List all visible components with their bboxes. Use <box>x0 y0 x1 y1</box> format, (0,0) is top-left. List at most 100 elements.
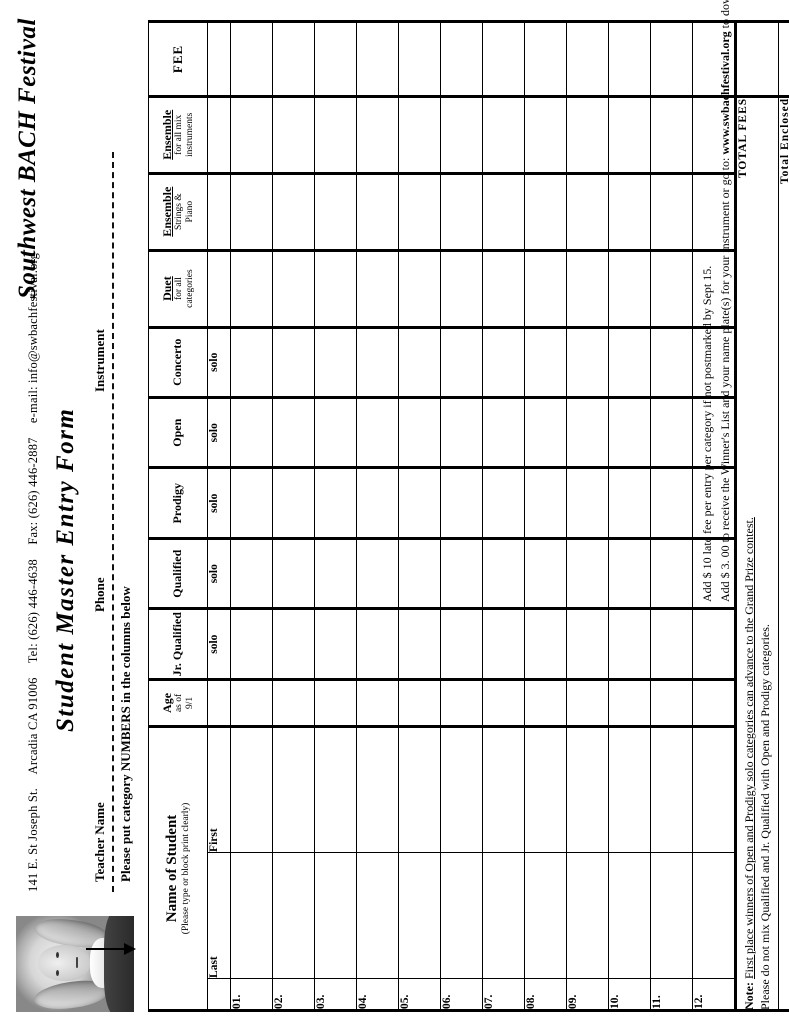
cell-duet-3[interactable] <box>314 250 357 328</box>
cell-jr-qualified-12[interactable] <box>692 608 736 680</box>
cell-prodigy-2[interactable] <box>272 467 315 539</box>
cell-open-10[interactable] <box>608 397 651 468</box>
teacher-phone-instrument-input-line[interactable] <box>112 152 114 892</box>
cell-qualified-3[interactable] <box>314 538 357 609</box>
cell-qualified-9[interactable] <box>566 538 609 609</box>
first-name-cell[interactable] <box>650 726 693 853</box>
first-name-cell[interactable] <box>566 726 609 853</box>
cell-duet-9[interactable] <box>566 250 609 328</box>
cell-age-8[interactable] <box>524 679 567 727</box>
cell-fee-7[interactable] <box>482 21 525 97</box>
cell-concerto-5[interactable] <box>398 327 441 398</box>
cell-ensemble-10[interactable] <box>608 173 651 251</box>
cell-qualified-11[interactable] <box>650 538 693 609</box>
cell-fee-4[interactable] <box>356 21 399 97</box>
last-name-cell[interactable] <box>272 852 315 979</box>
cell-concerto-10[interactable] <box>608 327 651 398</box>
last-name-cell[interactable] <box>524 852 567 979</box>
last-name-cell[interactable] <box>566 852 609 979</box>
cell-prodigy-8[interactable] <box>524 467 567 539</box>
cell-jr-qualified-4[interactable] <box>356 608 399 680</box>
cell-jr-qualified-3[interactable] <box>314 608 357 680</box>
cell-age-5[interactable] <box>398 679 441 727</box>
cell-concerto-1[interactable] <box>230 327 273 398</box>
cell-fee-9[interactable] <box>566 21 609 97</box>
cell-concerto-4[interactable] <box>356 327 399 398</box>
cell-qualified-8[interactable] <box>524 538 567 609</box>
cell-age-4[interactable] <box>356 679 399 727</box>
cell-ensemble-6[interactable] <box>440 173 483 251</box>
cell-ensemble-5[interactable] <box>398 173 441 251</box>
first-name-cell[interactable] <box>482 726 525 853</box>
cell-duet-7[interactable] <box>482 250 525 328</box>
cell-jr-qualified-5[interactable] <box>398 608 441 680</box>
festival-website-link[interactable]: www.swbachfestival.org <box>718 31 732 155</box>
cell-prodigy-5[interactable] <box>398 467 441 539</box>
cell-ensemble-11[interactable] <box>650 96 693 174</box>
cell-duet-2[interactable] <box>272 250 315 328</box>
cell-open-7[interactable] <box>482 397 525 468</box>
cell-jr-qualified-9[interactable] <box>566 608 609 680</box>
cell-open-1[interactable] <box>230 397 273 468</box>
cell-open-3[interactable] <box>314 397 357 468</box>
cell-ensemble-3[interactable] <box>314 173 357 251</box>
cell-ensemble-9[interactable] <box>566 173 609 251</box>
cell-concerto-9[interactable] <box>566 327 609 398</box>
cell-jr-qualified-10[interactable] <box>608 608 651 680</box>
cell-ensemble-6[interactable] <box>440 96 483 174</box>
cell-prodigy-4[interactable] <box>356 467 399 539</box>
cell-ensemble-4[interactable] <box>356 96 399 174</box>
cell-ensemble-3[interactable] <box>314 96 357 174</box>
cell-ensemble-5[interactable] <box>398 96 441 174</box>
cell-ensemble-8[interactable] <box>524 173 567 251</box>
cell-qualified-1[interactable] <box>230 538 273 609</box>
cell-qualified-6[interactable] <box>440 538 483 609</box>
cell-ensemble-7[interactable] <box>482 173 525 251</box>
cell-prodigy-10[interactable] <box>608 467 651 539</box>
cell-fee-10[interactable] <box>608 21 651 97</box>
cell-age-6[interactable] <box>440 679 483 727</box>
last-name-cell[interactable] <box>608 852 651 979</box>
first-name-cell[interactable] <box>314 726 357 853</box>
last-name-cell[interactable] <box>356 852 399 979</box>
cell-concerto-6[interactable] <box>440 327 483 398</box>
first-name-cell[interactable] <box>398 726 441 853</box>
cell-fee-11[interactable] <box>650 21 693 97</box>
cell-age-10[interactable] <box>608 679 651 727</box>
cell-prodigy-7[interactable] <box>482 467 525 539</box>
cell-open-8[interactable] <box>524 397 567 468</box>
cell-duet-10[interactable] <box>608 250 651 328</box>
cell-jr-qualified-2[interactable] <box>272 608 315 680</box>
cell-jr-qualified-6[interactable] <box>440 608 483 680</box>
cell-age-7[interactable] <box>482 679 525 727</box>
cell-ensemble-11[interactable] <box>650 173 693 251</box>
cell-open-6[interactable] <box>440 397 483 468</box>
cell-fee-8[interactable] <box>524 21 567 97</box>
cell-fee-2[interactable] <box>272 21 315 97</box>
cell-prodigy-1[interactable] <box>230 467 273 539</box>
cell-prodigy-3[interactable] <box>314 467 357 539</box>
last-name-cell[interactable] <box>692 852 736 979</box>
last-name-cell[interactable] <box>482 852 525 979</box>
cell-open-9[interactable] <box>566 397 609 468</box>
cell-age-3[interactable] <box>314 679 357 727</box>
cell-duet-5[interactable] <box>398 250 441 328</box>
cell-open-2[interactable] <box>272 397 315 468</box>
cell-concerto-8[interactable] <box>524 327 567 398</box>
cell-qualified-5[interactable] <box>398 538 441 609</box>
cell-ensemble-8[interactable] <box>524 96 567 174</box>
cell-age-12[interactable] <box>692 679 736 727</box>
first-name-cell[interactable] <box>524 726 567 853</box>
last-name-cell[interactable] <box>230 852 273 979</box>
first-name-cell[interactable] <box>692 726 736 853</box>
cell-concerto-3[interactable] <box>314 327 357 398</box>
cell-ensemble-2[interactable] <box>272 173 315 251</box>
cell-qualified-7[interactable] <box>482 538 525 609</box>
cell-fee-5[interactable] <box>398 21 441 97</box>
cell-jr-qualified-1[interactable] <box>230 608 273 680</box>
cell-qualified-2[interactable] <box>272 538 315 609</box>
cell-open-11[interactable] <box>650 397 693 468</box>
cell-open-5[interactable] <box>398 397 441 468</box>
cell-jr-qualified-11[interactable] <box>650 608 693 680</box>
cell-age-2[interactable] <box>272 679 315 727</box>
